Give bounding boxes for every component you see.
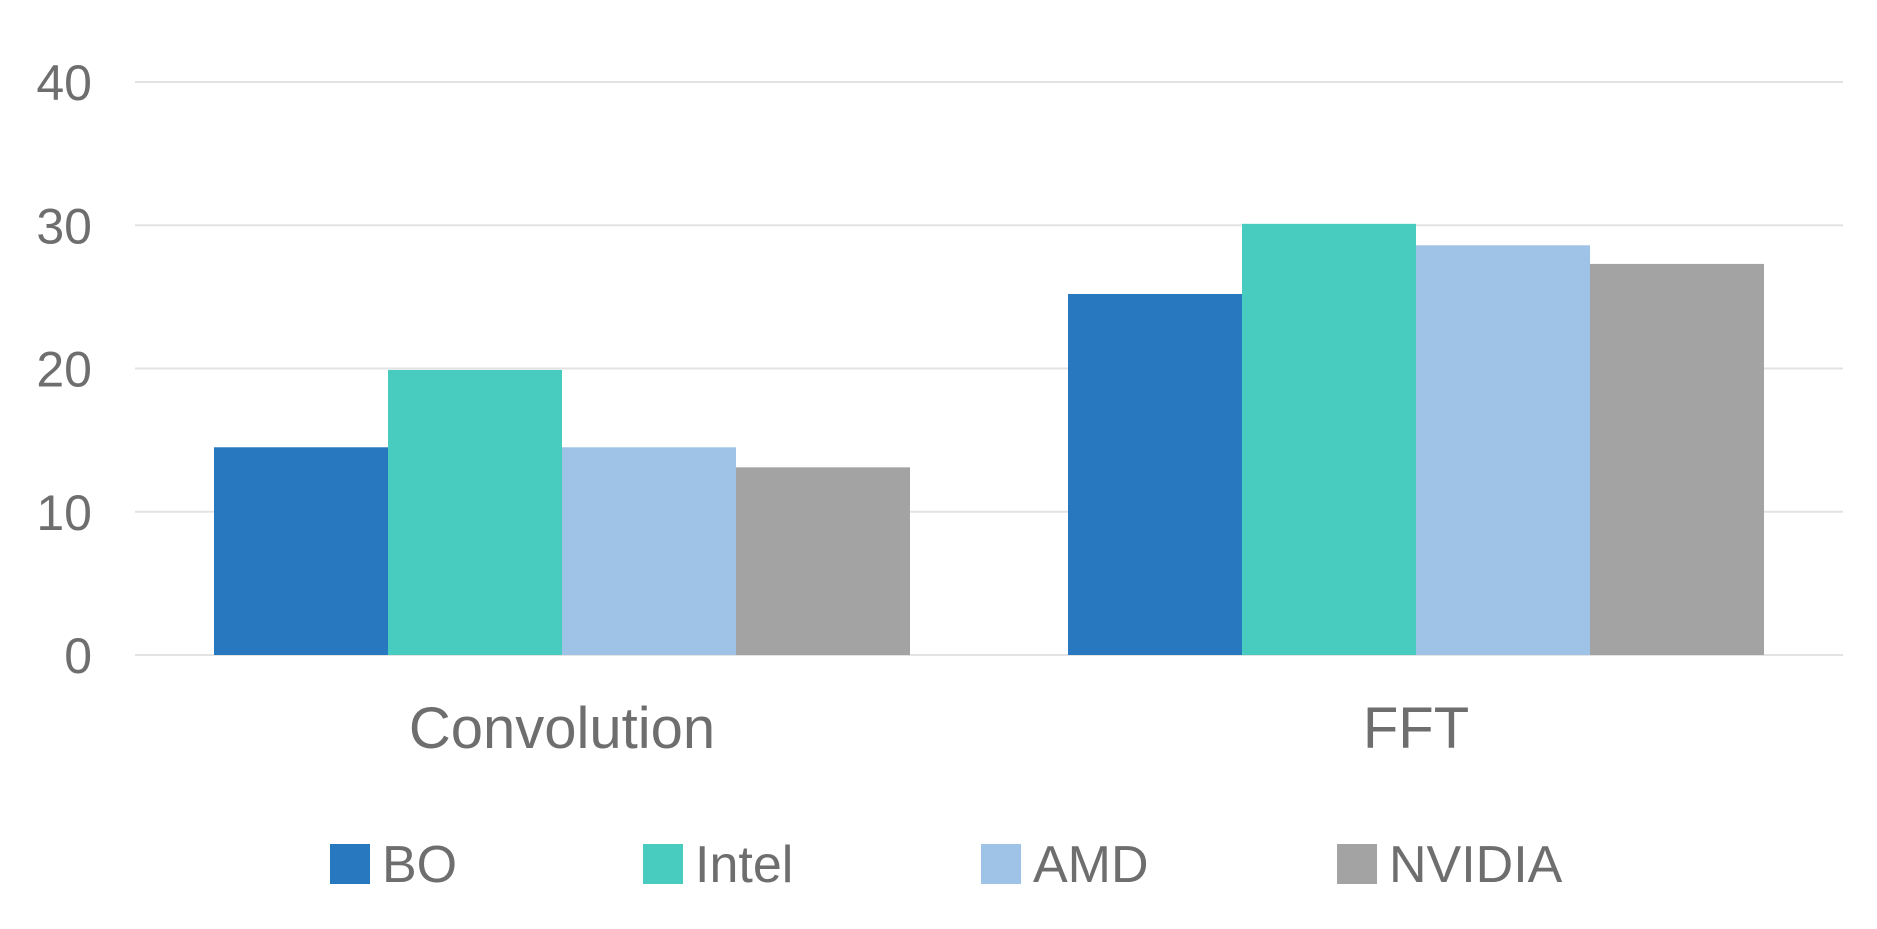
y-tick-label: 10 [36,485,92,541]
x-category-label: FFT [1363,696,1469,761]
y-tick-label: 0 [64,628,92,684]
y-tick-label: 20 [36,342,92,398]
bar-intel-convolution [388,369,562,655]
bar-amd-convolution [562,447,736,655]
bar-bo-fft [1068,294,1242,655]
legend-swatch-intel [643,844,683,884]
legend: BO Intel AMD NVIDIA [330,836,1563,894]
legend-label-bo: BO [382,836,457,894]
bars [214,223,1764,655]
bar-nvidia-fft [1590,263,1764,655]
bar-nvidia-convolution [736,467,910,655]
x-category-label: Convolution [409,696,715,761]
bar-intel-fft [1242,223,1416,655]
y-tick-label: 40 [36,55,92,111]
legend-swatch-amd [981,844,1021,884]
legend-swatch-nvidia [1337,844,1377,884]
bar-bo-convolution [214,447,388,655]
category-labels: Convolution FFT [409,696,1469,761]
y-tick-label: 30 [36,198,92,254]
legend-swatch-bo [330,844,370,884]
legend-label-nvidia: NVIDIA [1389,836,1563,894]
bar-amd-fft [1416,245,1590,655]
y-axis-tick-labels: 0 10 20 30 40 [36,55,92,684]
legend-label-amd: AMD [1033,836,1149,894]
legend-label-intel: Intel [695,836,793,894]
